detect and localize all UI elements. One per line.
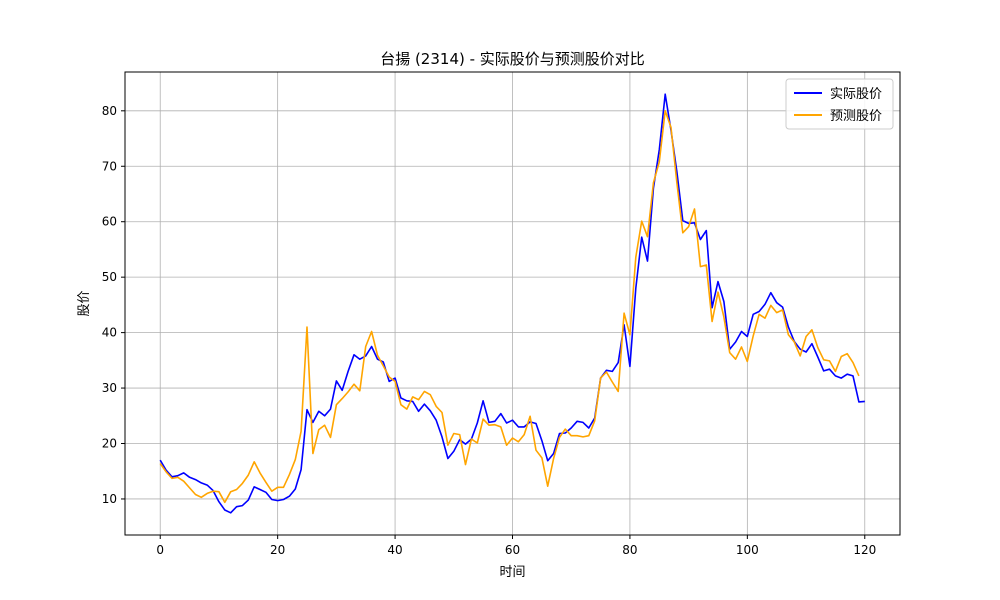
- y-axis-label: 股价: [77, 290, 92, 316]
- grid-layer: [125, 72, 900, 535]
- chart-title: 台揚 (2314) - 实际股价与预测股价对比: [380, 50, 645, 68]
- y-tick-label: 60: [102, 215, 117, 229]
- x-axis-label: 时间: [499, 565, 525, 580]
- x-tick-label: 0: [156, 543, 164, 557]
- y-tick-label: 30: [102, 381, 117, 395]
- series-line-predicted: [159, 110, 860, 504]
- legend: 实际股价 预测股价: [785, 78, 894, 130]
- y-tick-label: 80: [102, 104, 117, 118]
- legend-label-predicted: 预测股价: [830, 109, 882, 124]
- series-layer: [159, 93, 865, 514]
- y-tick-label: 20: [102, 437, 117, 451]
- x-tick-label: 20: [270, 543, 285, 557]
- x-tick-label: 40: [387, 543, 402, 557]
- series-line-actual: [159, 93, 865, 514]
- x-tick-label: 80: [622, 543, 637, 557]
- x-tick-label: 120: [853, 543, 876, 557]
- y-tick-label: 10: [102, 492, 117, 506]
- x-tick-label: 60: [505, 543, 520, 557]
- legend-label-actual: 实际股价: [830, 87, 882, 102]
- ticks-layer: 0 20 40 60 80 100 120 10 20 30 40 50 60 70 80: [102, 104, 877, 557]
- legend-box: [785, 78, 894, 130]
- y-tick-label: 40: [102, 326, 117, 340]
- y-tick-label: 70: [102, 159, 117, 173]
- y-tick-label: 50: [102, 270, 117, 284]
- x-tick-label: 100: [736, 543, 759, 557]
